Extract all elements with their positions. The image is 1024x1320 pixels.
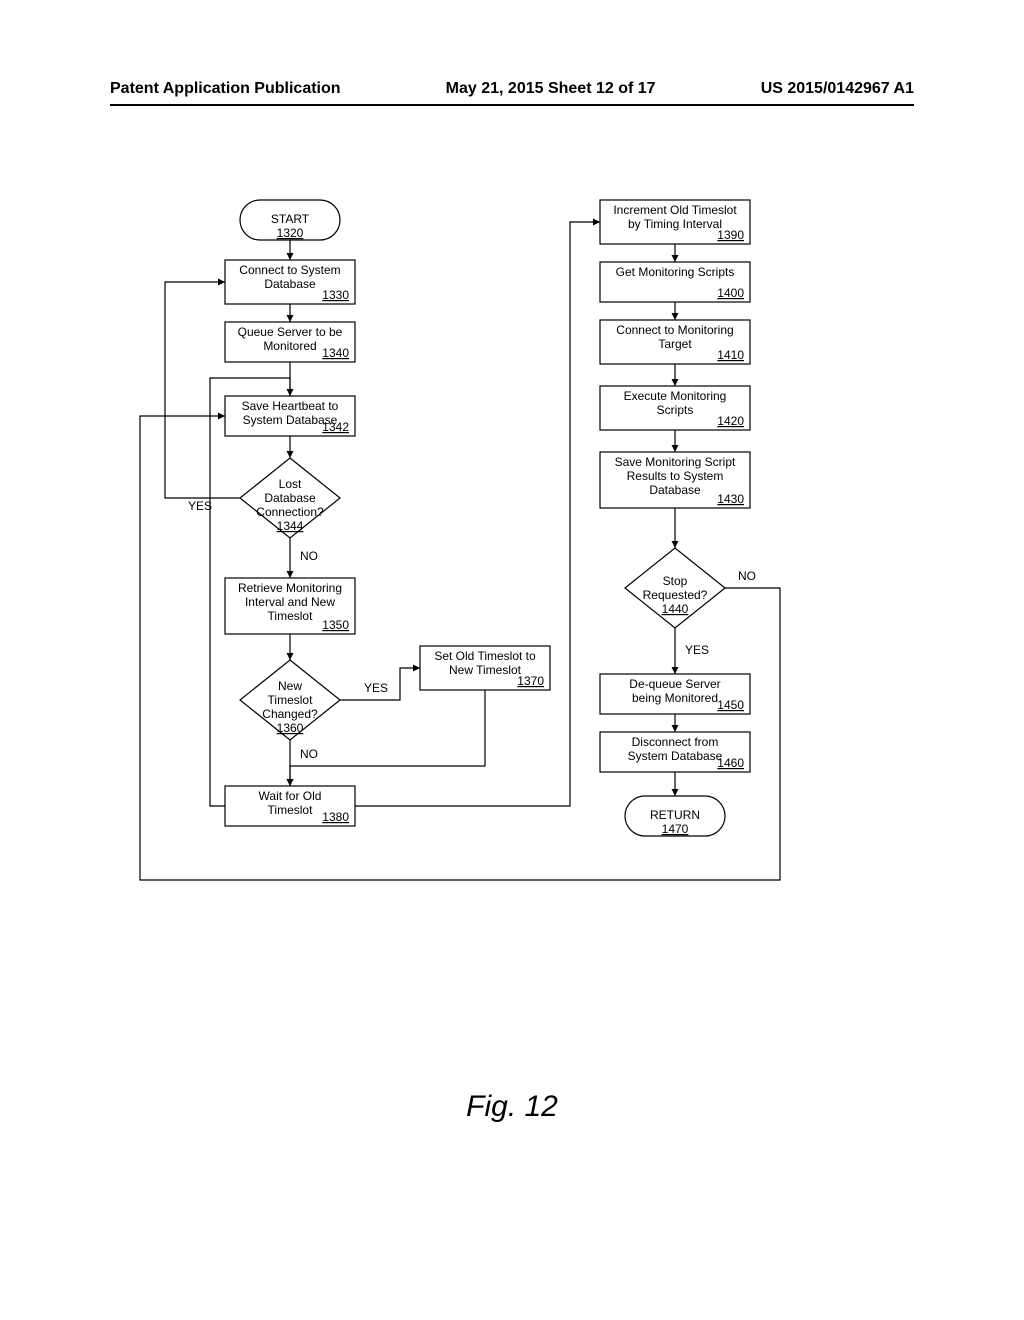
figure-caption: Fig. 12 — [0, 1090, 1024, 1124]
svg-text:Execute Monitoring: Execute Monitoring — [624, 389, 727, 403]
svg-text:Stop: Stop — [663, 574, 688, 588]
svg-text:Target: Target — [658, 337, 692, 351]
svg-text:Save Monitoring Script: Save Monitoring Script — [615, 455, 736, 469]
page-header: Patent Application Publication May 21, 2… — [110, 80, 914, 106]
header-center: May 21, 2015 Sheet 12 of 17 — [446, 80, 656, 98]
svg-text:Changed?: Changed? — [262, 707, 318, 721]
svg-text:1420: 1420 — [717, 414, 744, 428]
svg-text:by Timing Interval: by Timing Interval — [628, 217, 722, 231]
svg-text:Database: Database — [649, 483, 701, 497]
svg-text:1390: 1390 — [717, 228, 744, 242]
svg-text:START: START — [271, 212, 310, 226]
svg-text:New: New — [278, 679, 302, 693]
svg-text:YES: YES — [364, 681, 388, 695]
svg-text:1330: 1330 — [322, 288, 349, 302]
svg-text:Queue Server to be: Queue Server to be — [238, 325, 343, 339]
svg-text:Interval and New: Interval and New — [245, 595, 335, 609]
svg-text:1430: 1430 — [717, 492, 744, 506]
svg-text:Connect to System: Connect to System — [239, 263, 340, 277]
svg-text:Database: Database — [264, 277, 316, 291]
header-right: US 2015/0142967 A1 — [761, 80, 914, 98]
svg-text:Set Old Timeslot to: Set Old Timeslot to — [434, 649, 536, 663]
svg-text:1440: 1440 — [662, 602, 689, 616]
svg-text:1470: 1470 — [662, 822, 689, 836]
svg-text:1320: 1320 — [277, 226, 304, 240]
svg-text:1450: 1450 — [717, 698, 744, 712]
svg-text:1344: 1344 — [277, 519, 304, 533]
flowchart-diagram: START1320Connect to SystemDatabase1330Qu… — [110, 180, 910, 1080]
flowchart-svg: START1320Connect to SystemDatabase1330Qu… — [110, 180, 910, 1080]
svg-text:being Monitored: being Monitored — [632, 691, 718, 705]
svg-text:System Database: System Database — [628, 749, 723, 763]
svg-text:Results to System: Results to System — [627, 469, 724, 483]
svg-text:1360: 1360 — [277, 721, 304, 735]
svg-text:1460: 1460 — [717, 756, 744, 770]
svg-text:Scripts: Scripts — [657, 403, 694, 417]
svg-text:YES: YES — [188, 499, 212, 513]
svg-text:Disconnect from: Disconnect from — [632, 735, 719, 749]
svg-text:1410: 1410 — [717, 348, 744, 362]
svg-text:Timeslot: Timeslot — [268, 609, 314, 623]
svg-text:1340: 1340 — [322, 346, 349, 360]
svg-text:1350: 1350 — [322, 618, 349, 632]
svg-text:NO: NO — [300, 747, 318, 761]
svg-text:Connect to Monitoring: Connect to Monitoring — [616, 323, 733, 337]
svg-text:1380: 1380 — [322, 810, 349, 824]
svg-text:Retrieve Monitoring: Retrieve Monitoring — [238, 581, 342, 595]
svg-text:Get Monitoring Scripts: Get Monitoring Scripts — [616, 265, 735, 279]
svg-text:Monitored: Monitored — [263, 339, 316, 353]
svg-text:Lost: Lost — [279, 477, 302, 491]
svg-text:YES: YES — [685, 643, 709, 657]
page: Patent Application Publication May 21, 2… — [0, 0, 1024, 1320]
svg-text:1342: 1342 — [322, 420, 349, 434]
svg-text:New Timeslot: New Timeslot — [449, 663, 522, 677]
svg-text:Save Heartbeat to: Save Heartbeat to — [242, 399, 339, 413]
svg-text:Timeslot: Timeslot — [268, 803, 314, 817]
svg-text:1370: 1370 — [517, 674, 544, 688]
svg-text:Timeslot: Timeslot — [268, 693, 314, 707]
svg-text:Requested?: Requested? — [643, 588, 708, 602]
svg-text:1400: 1400 — [717, 286, 744, 300]
svg-text:RETURN: RETURN — [650, 808, 700, 822]
svg-text:Increment Old Timeslot: Increment Old Timeslot — [613, 203, 737, 217]
svg-text:Wait for Old: Wait for Old — [259, 789, 322, 803]
header-left: Patent Application Publication — [110, 80, 341, 98]
svg-text:NO: NO — [738, 569, 756, 583]
svg-text:Connection?: Connection? — [256, 505, 324, 519]
svg-text:De-queue Server: De-queue Server — [629, 677, 720, 691]
svg-text:Database: Database — [264, 491, 316, 505]
svg-text:NO: NO — [300, 549, 318, 563]
